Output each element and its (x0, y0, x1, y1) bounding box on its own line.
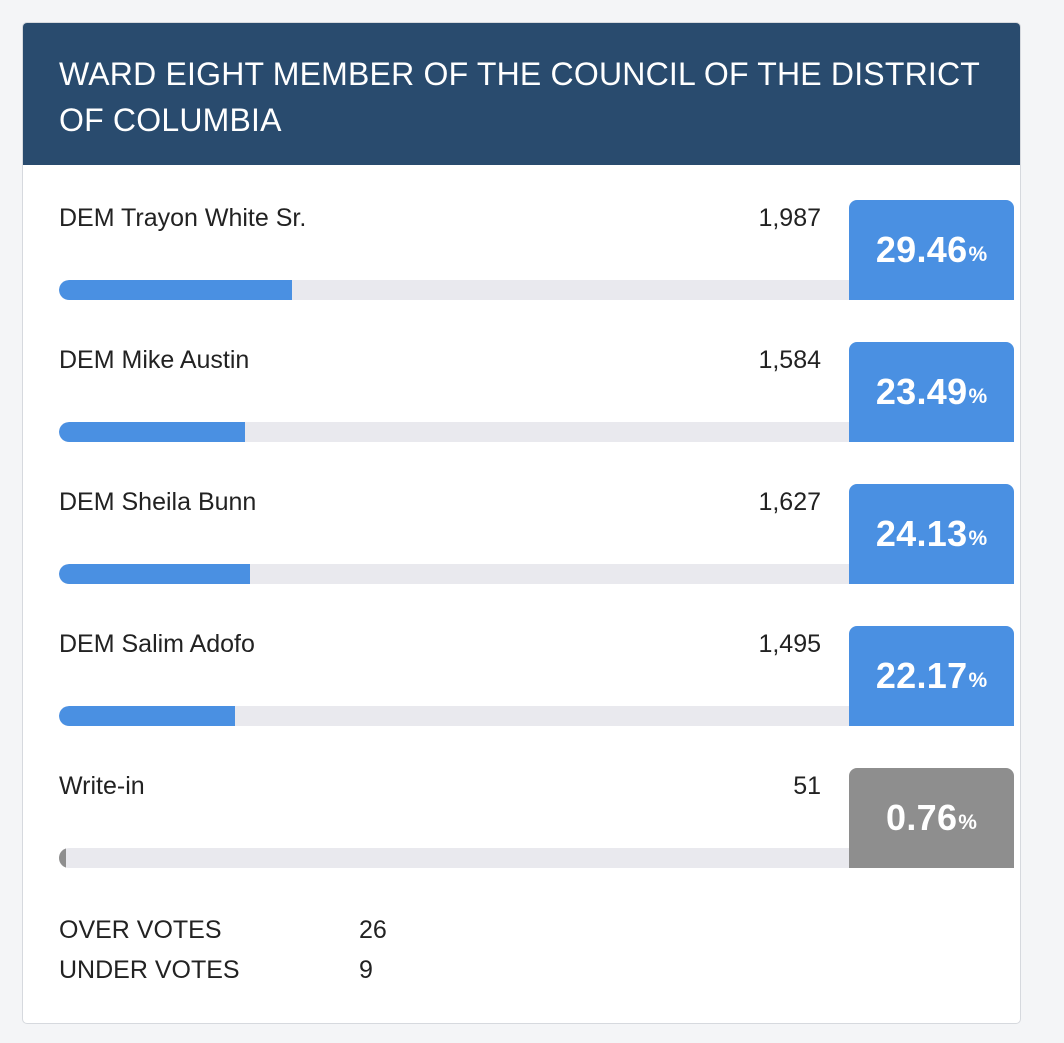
percent-value: 29.46 (875, 229, 968, 270)
candidate-row: DEM Trayon White Sr. 1,987 29.46% (23, 200, 1020, 300)
vote-share-fill (59, 280, 293, 300)
vote-share-bar (59, 280, 851, 300)
percent-value: 24.13 (875, 513, 968, 554)
candidate-name: DEM Mike Austin (59, 346, 250, 374)
over-votes-stat: OVER VOTES 26 (59, 916, 459, 956)
candidate-name: Write-in (59, 772, 145, 800)
percent-sign: % (968, 527, 988, 550)
candidate-votes: 1,627 (758, 488, 821, 516)
vote-share-fill (59, 706, 235, 726)
percent-badge: 29.46% (849, 200, 1014, 300)
percent-badge: 0.76% (849, 768, 1014, 868)
percent-value: 0.76 (886, 797, 958, 838)
candidate-name: DEM Sheila Bunn (59, 488, 257, 516)
vote-share-fill (59, 848, 67, 868)
vote-share-bar (59, 848, 851, 868)
candidate-name: DEM Salim Adofo (59, 630, 255, 658)
candidate-votes: 1,987 (758, 204, 821, 232)
percent-sign: % (958, 811, 977, 834)
vote-share-fill (59, 422, 246, 442)
candidate-votes: 1,584 (758, 346, 821, 374)
contest-results-card: WARD EIGHT MEMBER OF THE COUNCIL OF THE … (22, 22, 1021, 1024)
percent-badge: 22.17% (849, 626, 1014, 726)
percent-sign: % (968, 243, 988, 266)
contest-title: WARD EIGHT MEMBER OF THE COUNCIL OF THE … (23, 23, 1020, 165)
vote-share-bar (59, 706, 851, 726)
percent-sign: % (968, 669, 988, 692)
vote-share-bar (59, 422, 851, 442)
percent-value: 22.17 (875, 655, 968, 696)
stat-value: 9 (359, 956, 373, 984)
percent-value: 23.49 (875, 371, 968, 412)
candidate-row: DEM Salim Adofo 1,495 22.17% (23, 626, 1020, 726)
vote-stats: OVER VOTES 26 UNDER VOTES 9 (59, 916, 459, 996)
vote-share-bar (59, 564, 851, 584)
under-votes-stat: UNDER VOTES 9 (59, 956, 459, 996)
candidate-votes: 51 (793, 772, 821, 800)
candidate-row: DEM Mike Austin 1,584 23.49% (23, 342, 1020, 442)
candidate-row: Write-in 51 0.76% (23, 768, 1020, 868)
vote-share-fill (59, 564, 251, 584)
stat-label: UNDER VOTES (59, 956, 240, 984)
percent-sign: % (968, 385, 988, 408)
candidate-votes: 1,495 (758, 630, 821, 658)
percent-badge: 24.13% (849, 484, 1014, 584)
stat-value: 26 (359, 916, 387, 944)
percent-badge: 23.49% (849, 342, 1014, 442)
stat-label: OVER VOTES (59, 916, 222, 944)
candidate-row: DEM Sheila Bunn 1,627 24.13% (23, 484, 1020, 584)
candidate-name: DEM Trayon White Sr. (59, 204, 307, 232)
